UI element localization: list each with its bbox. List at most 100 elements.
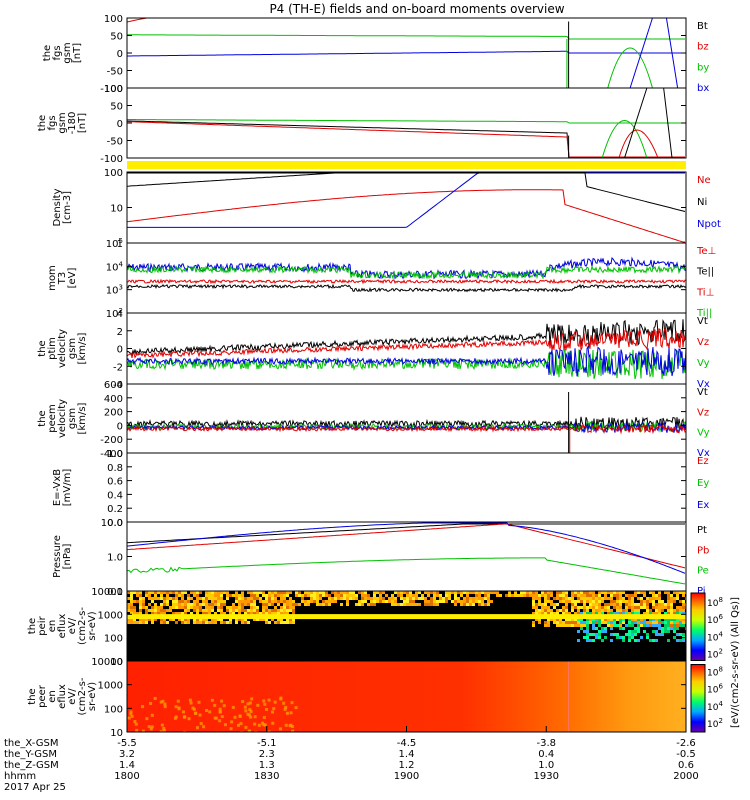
y-tick-label: 2 xyxy=(117,327,123,338)
spectrogram-cell xyxy=(130,600,133,603)
spectrogram-cell xyxy=(550,612,553,615)
spectrogram-cell xyxy=(325,594,328,597)
spectrogram-cell xyxy=(550,591,553,594)
spectrogram-cell xyxy=(328,600,331,603)
spectrogram-cell xyxy=(664,627,667,630)
spectrogram-cell xyxy=(658,633,661,636)
spectrogram-cell xyxy=(664,606,667,609)
spectrogram-cell xyxy=(634,594,637,597)
spectrogram-cell xyxy=(304,603,307,606)
spectrogram-cell xyxy=(676,594,679,597)
spectrogram-cell xyxy=(181,606,184,609)
panel-vel_ptim-plot xyxy=(127,318,686,380)
spectrogram-cell xyxy=(289,603,292,606)
spectrogram-cell xyxy=(166,621,169,624)
spectrogram-cell xyxy=(355,594,358,597)
spectrogram-cell xyxy=(571,603,574,606)
spectrogram-cell xyxy=(133,720,137,724)
spectrogram-cell xyxy=(202,725,206,729)
spectrogram-cell xyxy=(241,609,244,612)
spectrogram-cell xyxy=(637,621,640,624)
spectrogram-cell xyxy=(172,591,175,594)
spectrogram-cell xyxy=(559,600,562,603)
spectrogram-cell xyxy=(586,597,589,600)
spectrogram-cell xyxy=(643,621,646,624)
spectrogram-cell xyxy=(223,591,226,594)
spectrogram-cell xyxy=(334,591,337,594)
series-Pe xyxy=(127,557,686,585)
spectrogram-cell xyxy=(460,600,463,603)
spectrogram-cell xyxy=(583,636,586,639)
spectrogram-cell xyxy=(328,597,331,600)
spectrogram-cell xyxy=(175,591,178,594)
spectrogram-cell xyxy=(595,627,598,630)
spectrogram-cell xyxy=(406,603,409,606)
spectrogram-cell xyxy=(139,609,142,612)
spectrogram-cell xyxy=(631,621,634,624)
y-tick-label: 102 xyxy=(106,307,123,320)
spectrogram-cell xyxy=(541,606,544,609)
spectrogram-cell xyxy=(583,603,586,606)
spectrogram-cell xyxy=(508,591,511,594)
series-Ti-perp xyxy=(127,278,686,285)
spectrogram-cell xyxy=(235,621,238,624)
spectrogram-cell xyxy=(248,701,252,705)
spectrogram-cell xyxy=(613,612,616,615)
spectrogram-cell xyxy=(241,591,244,594)
spectrogram-cell xyxy=(643,606,646,609)
spectrogram-cell xyxy=(214,621,217,624)
spectrogram-cell xyxy=(268,600,271,603)
spectrogram-cell xyxy=(160,609,163,612)
spectrogram-cell xyxy=(160,591,163,594)
spectrogram-cell xyxy=(622,591,625,594)
spectrogram-cell xyxy=(493,591,496,594)
spectrogram-cell xyxy=(133,618,136,621)
spectrogram-cell xyxy=(274,612,277,615)
spectrogram-cell xyxy=(256,618,259,621)
spectrogram-cell xyxy=(148,591,151,594)
spectrogram-cell xyxy=(241,618,244,621)
spectrogram-cell xyxy=(247,600,250,603)
x-tick-label: 1830 xyxy=(254,771,279,782)
spectrogram-cell xyxy=(676,639,679,642)
spectrogram-cell xyxy=(673,600,676,603)
spectrogram-cell xyxy=(289,621,292,624)
spectrogram-cell xyxy=(619,609,622,612)
spectrogram-cell xyxy=(622,621,625,624)
spectrogram-cell xyxy=(133,591,136,594)
spectrogram-cell xyxy=(625,633,628,636)
spectrogram-cell xyxy=(256,606,259,609)
spectrogram-cell xyxy=(547,621,550,624)
spectrogram-cell xyxy=(679,600,682,603)
spectrogram-cell xyxy=(364,591,367,594)
spectrogram-cell xyxy=(241,606,244,609)
spectrogram-cell xyxy=(676,612,679,615)
spectrogram-cell xyxy=(169,606,172,609)
spectrogram-cell xyxy=(163,621,166,624)
spectrogram-cell xyxy=(284,705,288,709)
spectrogram-cell xyxy=(151,621,154,624)
spectrogram-cell xyxy=(592,600,595,603)
spectrogram-cell xyxy=(361,597,364,600)
spectrogram-cell xyxy=(580,600,583,603)
spectrogram-cell xyxy=(340,591,343,594)
spectrogram-cell xyxy=(367,597,370,600)
spectrogram-cell xyxy=(574,621,577,624)
spectrogram-cell xyxy=(544,606,547,609)
spectrogram-cell xyxy=(151,609,154,612)
spectrogram-cell xyxy=(400,603,403,606)
spectrogram-cell xyxy=(150,713,154,717)
spectrogram-cell xyxy=(568,597,571,600)
spectrogram-cell xyxy=(149,701,153,705)
spectrogram-cell xyxy=(538,603,541,606)
spectrogram-cell xyxy=(610,603,613,606)
spectrogram-cell xyxy=(178,606,181,609)
spectrogram-cell xyxy=(148,597,151,600)
spectrogram-cell xyxy=(631,630,634,633)
spectrogram-cell xyxy=(586,600,589,603)
spectrogram-cell xyxy=(230,720,234,724)
spectrogram-cell xyxy=(253,600,256,603)
